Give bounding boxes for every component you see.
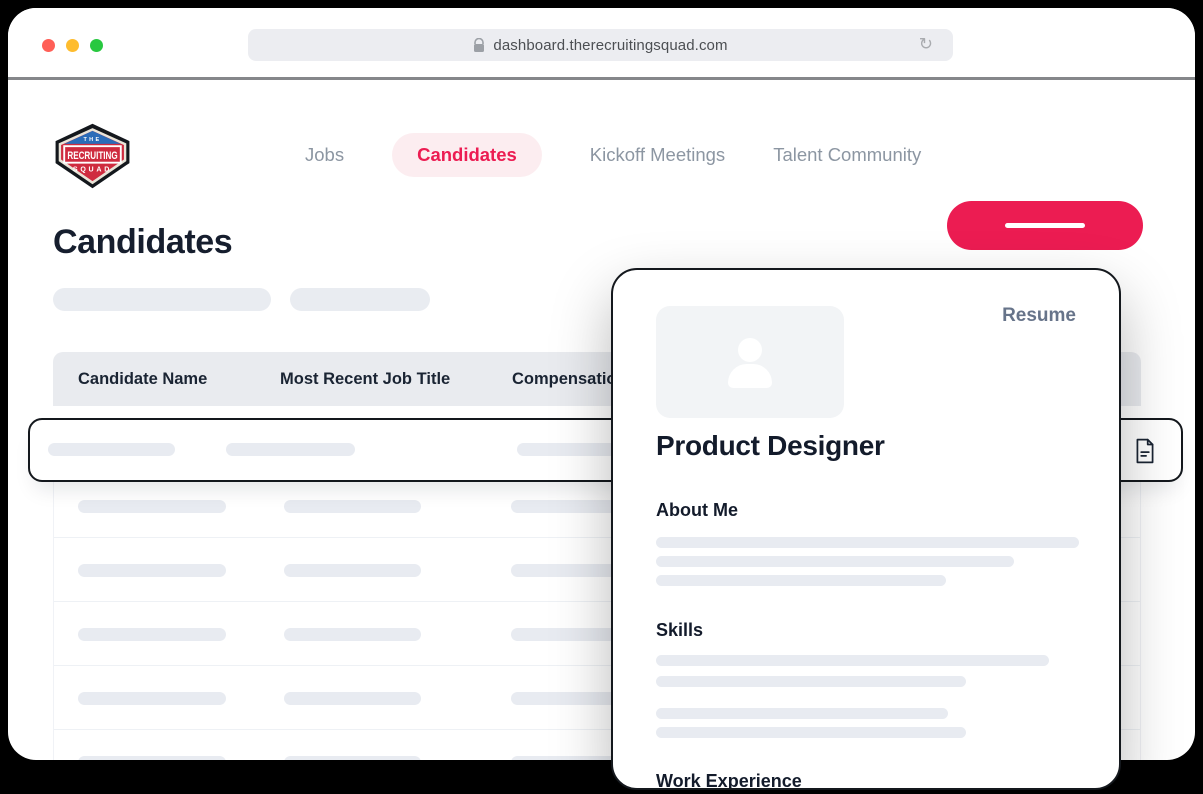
browser-chrome: dashboard.therecruitingsquad.com ↻ — [8, 8, 1195, 80]
recruiting-squad-logo[interactable]: THE RECRUITING SQUAD — [53, 123, 132, 189]
page-title: Candidates — [53, 223, 233, 261]
cell-placeholder — [284, 500, 421, 513]
text-placeholder — [656, 708, 948, 719]
nav-item-candidates-label: Candidates — [417, 144, 517, 165]
text-placeholder — [656, 655, 1049, 666]
cell-placeholder — [284, 564, 421, 577]
candidate-job-title: Product Designer — [656, 430, 885, 461]
cell-placeholder — [511, 756, 651, 760]
nav-item-kickoff-meetings[interactable]: Kickoff Meetings — [589, 144, 726, 165]
candidate-detail-card: Resume Product Designer About Me Skills … — [611, 268, 1121, 790]
text-placeholder — [656, 575, 946, 586]
cell-placeholder — [78, 628, 226, 641]
text-placeholder — [656, 556, 1014, 567]
filter-placeholder-2[interactable] — [290, 288, 430, 311]
reload-icon[interactable]: ↻ — [918, 34, 933, 55]
section-heading-about-me: About Me — [656, 500, 738, 520]
candidate-avatar — [656, 306, 844, 418]
cell-placeholder — [78, 692, 226, 705]
text-placeholder — [656, 537, 1079, 548]
filter-placeholder-1[interactable] — [53, 288, 271, 311]
cell-placeholder — [78, 756, 226, 760]
nav-item-candidates-active[interactable]: Candidates — [392, 133, 542, 177]
text-placeholder — [656, 727, 966, 738]
column-header-most-recent-job-title: Most Recent Job Title — [280, 369, 451, 388]
cell-placeholder — [284, 692, 421, 705]
url-text: dashboard.therecruitingsquad.com — [493, 36, 728, 54]
close-window-button[interactable] — [42, 39, 55, 52]
svg-text:SQUAD: SQUAD — [73, 167, 112, 174]
cell-placeholder — [226, 443, 355, 456]
resume-link[interactable]: Resume — [1002, 305, 1076, 326]
main-nav: Jobs Candidates Kickoff Meetings Talent … — [305, 133, 921, 177]
column-header-compensation: Compensation — [512, 369, 627, 388]
resume-document-icon[interactable] — [1134, 438, 1156, 464]
nav-item-jobs[interactable]: Jobs — [305, 144, 345, 165]
cell-placeholder — [78, 564, 226, 577]
address-bar[interactable]: dashboard.therecruitingsquad.com ↻ — [248, 29, 953, 61]
cell-placeholder — [284, 628, 421, 641]
nav-item-talent-community[interactable]: Talent Community — [773, 144, 922, 165]
svg-text:THE: THE — [83, 137, 101, 143]
traffic-lights — [42, 39, 103, 52]
cell-placeholder — [78, 500, 226, 513]
cell-placeholder — [284, 756, 421, 760]
button-label-placeholder — [1005, 223, 1085, 228]
minimize-window-button[interactable] — [66, 39, 79, 52]
cell-placeholder — [48, 443, 175, 456]
lock-icon — [473, 37, 485, 53]
section-heading-work-experience: Work Experience — [656, 771, 802, 790]
person-icon — [722, 334, 778, 390]
add-candidate-button[interactable] — [947, 201, 1143, 250]
text-placeholder — [656, 676, 966, 687]
section-heading-skills: Skills — [656, 620, 704, 640]
column-header-candidate-name: Candidate Name — [78, 369, 208, 388]
zoom-window-button[interactable] — [90, 39, 103, 52]
svg-text:RECRUITING: RECRUITING — [67, 150, 117, 162]
